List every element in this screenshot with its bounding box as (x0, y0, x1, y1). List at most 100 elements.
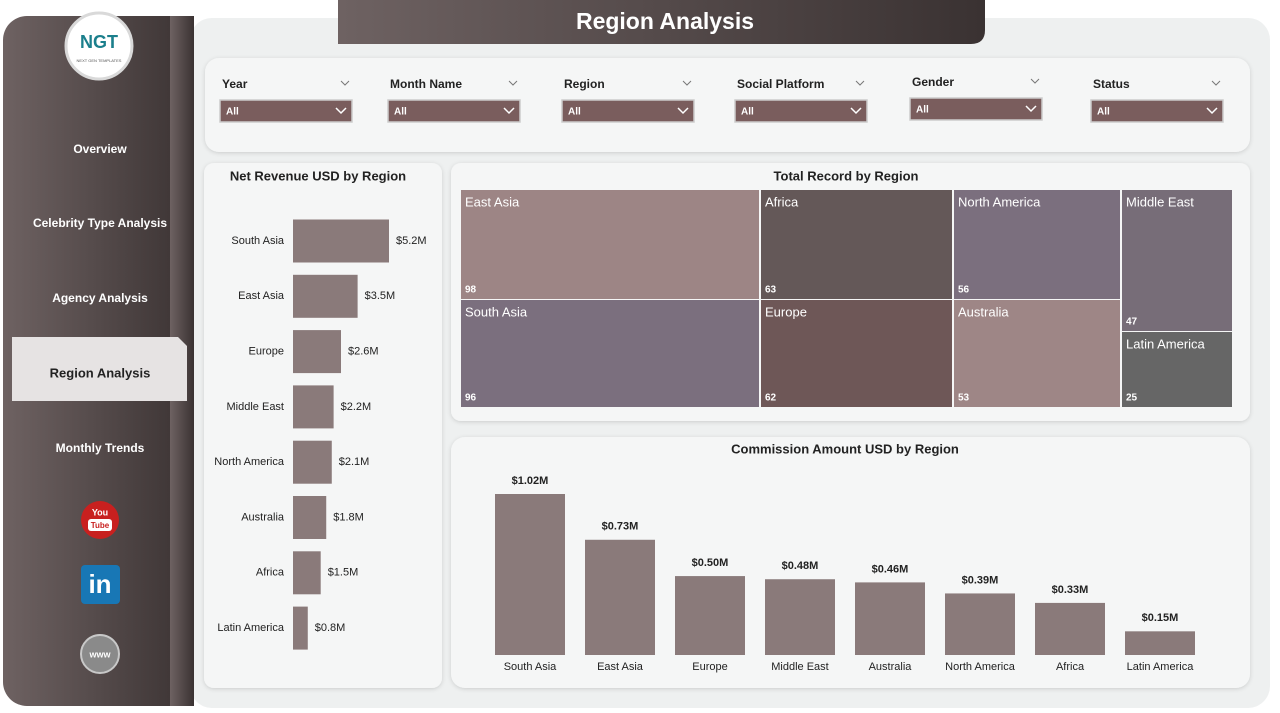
bar (293, 440, 332, 484)
dropdown-chevron (1206, 107, 1218, 115)
dropdown-chevron (503, 107, 515, 115)
treemap-cell (1122, 332, 1232, 407)
category-label: South Asia (504, 661, 557, 673)
value-label: $2.6M (348, 346, 379, 358)
category-label: Europe (249, 346, 284, 358)
treemap-label: Europe (765, 304, 807, 319)
category-label: East Asia (238, 290, 285, 302)
logo-subtext: NEXT GEN TEMPLATES (77, 58, 122, 63)
filter-value: All (916, 105, 929, 116)
youtube-icon-text: Tube (91, 521, 110, 530)
treemap-value: 98 (465, 285, 477, 296)
bar (765, 579, 835, 655)
filter-dropdown[interactable] (387, 99, 521, 123)
filter-panel (205, 58, 1250, 152)
bar (585, 539, 655, 655)
nav-item[interactable]: Agency Analysis (52, 291, 148, 305)
treemap-label: Australia (958, 304, 1009, 319)
youtube-icon-box (88, 519, 112, 531)
filter-dropdown[interactable] (561, 99, 695, 123)
filter-dropdown[interactable] (1090, 99, 1224, 123)
treemap-label: Latin America (1126, 336, 1206, 351)
treemap-cell (1122, 190, 1232, 331)
filter-chevron (682, 80, 692, 86)
bar (1125, 631, 1195, 655)
value-label: $0.33M (1052, 584, 1089, 596)
bar (675, 576, 745, 655)
value-label: $1.02M (512, 475, 549, 487)
nav-item[interactable]: Region Analysis (50, 365, 151, 380)
treemap-label: South Asia (465, 304, 528, 319)
dropdown-chevron (335, 107, 347, 115)
treemap-value: 96 (465, 393, 477, 404)
treemap-cell (461, 190, 759, 299)
treemap-label: East Asia (465, 194, 520, 209)
category-label: Africa (256, 567, 285, 579)
value-label: $0.50M (692, 557, 729, 569)
bar (293, 606, 308, 650)
filter-label: Social Platform (737, 77, 824, 91)
treemap-value: 47 (1126, 317, 1138, 328)
treemap-label: Middle East (1126, 194, 1194, 209)
logo-text: NGT (80, 32, 118, 52)
filter-value: All (741, 107, 754, 118)
value-label: $0.73M (602, 521, 639, 533)
bar (293, 330, 341, 374)
filter-chevron (340, 80, 350, 86)
nav-item[interactable]: Celebrity Type Analysis (33, 216, 167, 230)
category-label: Africa (1056, 661, 1085, 673)
value-label: $0.15M (1142, 612, 1179, 624)
bar (945, 593, 1015, 655)
treemap-label: North America (958, 194, 1041, 209)
web-icon[interactable] (80, 634, 120, 674)
dropdown-chevron (1025, 105, 1037, 113)
filter-value: All (394, 107, 407, 118)
treemap-label: Africa (765, 194, 799, 209)
page-title: Region Analysis (576, 8, 754, 34)
category-label: Australia (869, 661, 913, 673)
linkedin-icon-text: in (88, 569, 111, 599)
value-label: $0.48M (782, 560, 819, 572)
header-tab (338, 0, 985, 44)
bar (495, 494, 565, 655)
category-label: Latin America (1127, 661, 1195, 673)
value-label: $0.8M (315, 622, 346, 634)
filter-dropdown[interactable] (734, 99, 868, 123)
bar (293, 219, 389, 263)
treemap-value: 62 (765, 393, 777, 404)
filter-label: Month Name (390, 77, 462, 91)
treemap-cell (954, 300, 1120, 407)
treemap-cell (461, 300, 759, 407)
nav-item[interactable]: Overview (73, 142, 127, 156)
linkedin-icon[interactable] (81, 565, 120, 604)
category-label: Latin America (217, 622, 285, 634)
web-icon-text: www (88, 649, 111, 659)
filter-value: All (1097, 107, 1110, 118)
value-label: $1.5M (328, 567, 359, 579)
treemap-cell (954, 190, 1120, 299)
nav-item[interactable]: Monthly Trends (56, 441, 145, 455)
filter-dropdown[interactable] (909, 97, 1043, 121)
bar (293, 551, 321, 595)
filter-chevron (508, 80, 518, 86)
dropdown-chevron (850, 107, 862, 115)
category-label: North America (214, 456, 285, 468)
value-label: $1.8M (333, 511, 364, 523)
bar (293, 385, 334, 429)
treemap-cell (761, 190, 952, 299)
treemap-value: 56 (958, 285, 970, 296)
treemap-value: 63 (765, 285, 777, 296)
nav-active-bg (12, 337, 187, 401)
category-label: North America (945, 661, 1016, 673)
value-label: $0.46M (872, 563, 909, 575)
bar (293, 274, 358, 318)
category-label: South Asia (231, 235, 284, 247)
category-label: Europe (692, 661, 727, 673)
category-label: Australia (241, 511, 285, 523)
filter-label: Year (222, 77, 248, 91)
filter-dropdown[interactable] (219, 99, 353, 123)
filter-label: Status (1093, 77, 1130, 91)
value-label: $5.2M (396, 235, 427, 247)
